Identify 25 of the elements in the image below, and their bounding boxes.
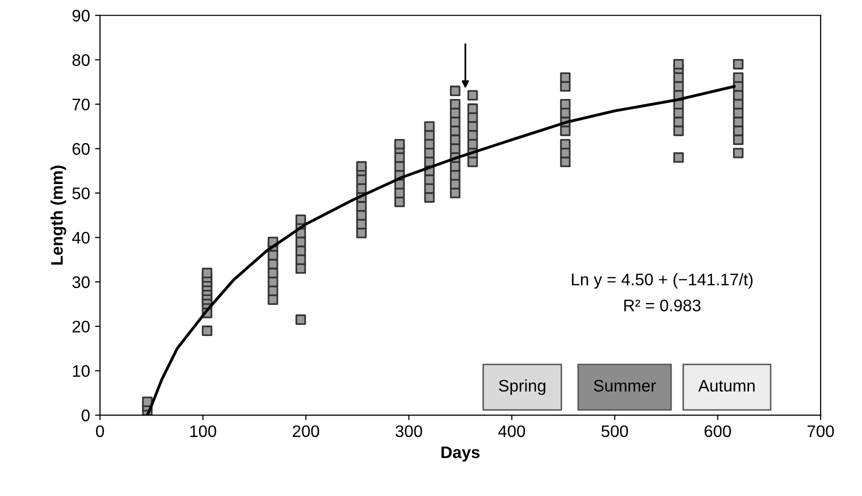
y-axis-title: Length (mm) <box>50 166 66 265</box>
x-tick-label: 600 <box>704 425 731 438</box>
y-tick-label: 60 <box>72 143 90 155</box>
annotation: Ln y = 4.50 + (−141.17/t) <box>572 273 753 289</box>
x-tick-label: 300 <box>396 425 422 438</box>
y-tick-label: 0 <box>82 410 90 422</box>
y-tick-label: 30 <box>72 276 90 288</box>
y-tick-label: 20 <box>72 320 90 333</box>
annotation: Spring <box>498 379 546 395</box>
y-tick-label: 50 <box>72 187 90 200</box>
x-tick-label: 700 <box>808 425 834 438</box>
x-tick-label: 0 <box>96 425 104 438</box>
x-axis-title: Days <box>442 446 480 462</box>
y-tick-label: 10 <box>73 365 90 377</box>
x-tick-label: 200 <box>292 425 320 438</box>
annotation: R² = 0.983 <box>624 300 700 312</box>
y-tick-label: 90 <box>72 10 90 22</box>
y-tick-label: 40 <box>72 232 90 244</box>
x-tick-label: 100 <box>190 425 216 438</box>
annotation: Autumn <box>698 380 755 392</box>
x-tick-label: 500 <box>601 425 628 438</box>
x-tick-label: 400 <box>498 425 526 438</box>
y-tick-label: 80 <box>72 54 90 66</box>
annotation: Summer <box>594 380 656 392</box>
y-tick-label: 70 <box>72 98 90 110</box>
